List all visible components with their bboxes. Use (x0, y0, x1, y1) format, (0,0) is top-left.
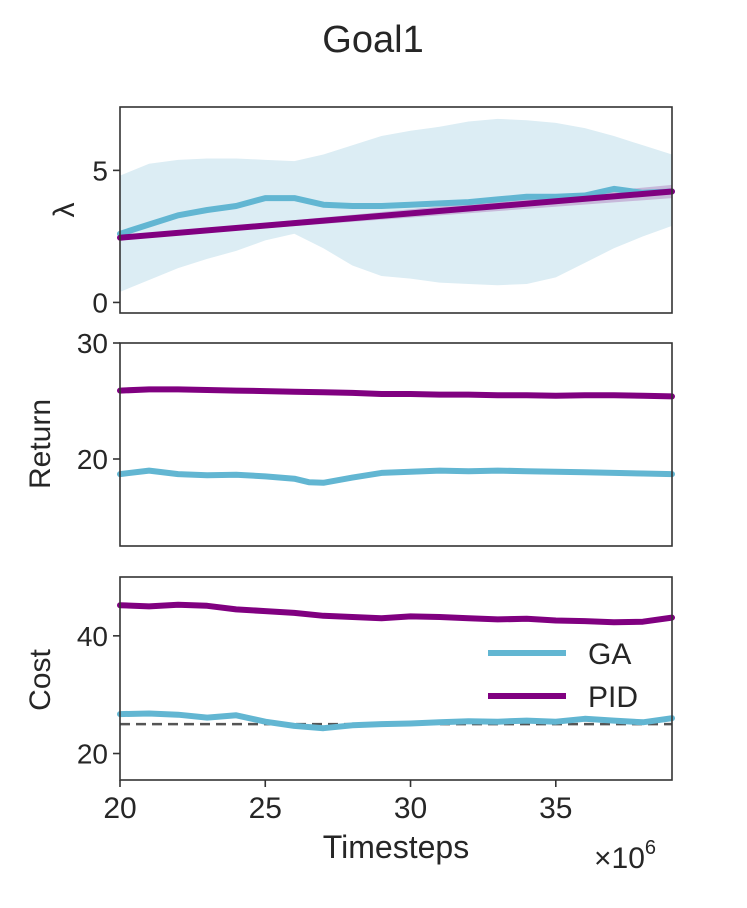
lambda-line-pid (117, 188, 675, 241)
lambda-frame (119, 106, 673, 314)
xtick-label: 35 (539, 792, 572, 825)
x-multiplier: ×106 (594, 837, 656, 875)
cost-frame (119, 576, 673, 781)
return-axes (119, 342, 673, 547)
legend: GA PID (488, 638, 638, 714)
xtick-label: 20 (103, 792, 136, 825)
return-ytick-label: 20 (77, 444, 108, 475)
lambda-ytick-label: 0 (92, 287, 108, 318)
lambda-series-pid (117, 188, 675, 241)
return-line-ga (117, 467, 675, 486)
return-series-ga (117, 467, 675, 486)
xtick-label: 25 (249, 792, 282, 825)
cost-series-ga (117, 710, 675, 732)
lambda-ylabel: λ (48, 203, 81, 218)
cost-axes (119, 576, 673, 781)
return-series-pid (117, 386, 675, 400)
lambda-line-ga (117, 185, 675, 237)
cost-series-pid (117, 601, 675, 626)
return-frame (119, 342, 673, 547)
return-ylabel: Return (24, 399, 57, 489)
cost-ytick-label: 40 (77, 621, 108, 652)
cost-ylabel: Cost (24, 648, 57, 710)
xtick-label: 30 (394, 792, 427, 825)
lambda-series-ga (117, 185, 675, 237)
x-multiplier-exp: 6 (645, 837, 656, 859)
figure-title: Goal1 (322, 19, 423, 61)
lambda-axes (119, 106, 673, 314)
cost-line-ga (117, 710, 675, 732)
x-axis-label: Timesteps (323, 829, 469, 865)
return-ytick-label: 30 (77, 328, 108, 359)
lambda-panel: 05 λ (48, 106, 675, 318)
lambda-yticks: 05 (92, 155, 120, 318)
cost-ytick-label: 20 (77, 739, 108, 770)
return-line-pid (117, 386, 675, 400)
cost-xticks: 20 25 30 35 (103, 780, 572, 825)
x-multiplier-base: ×10 (594, 842, 645, 875)
legend-label-ga: GA (588, 638, 631, 671)
legend-label-pid: PID (588, 681, 638, 714)
lambda-ytick-label: 5 (92, 155, 108, 186)
cost-line-pid (117, 601, 675, 626)
